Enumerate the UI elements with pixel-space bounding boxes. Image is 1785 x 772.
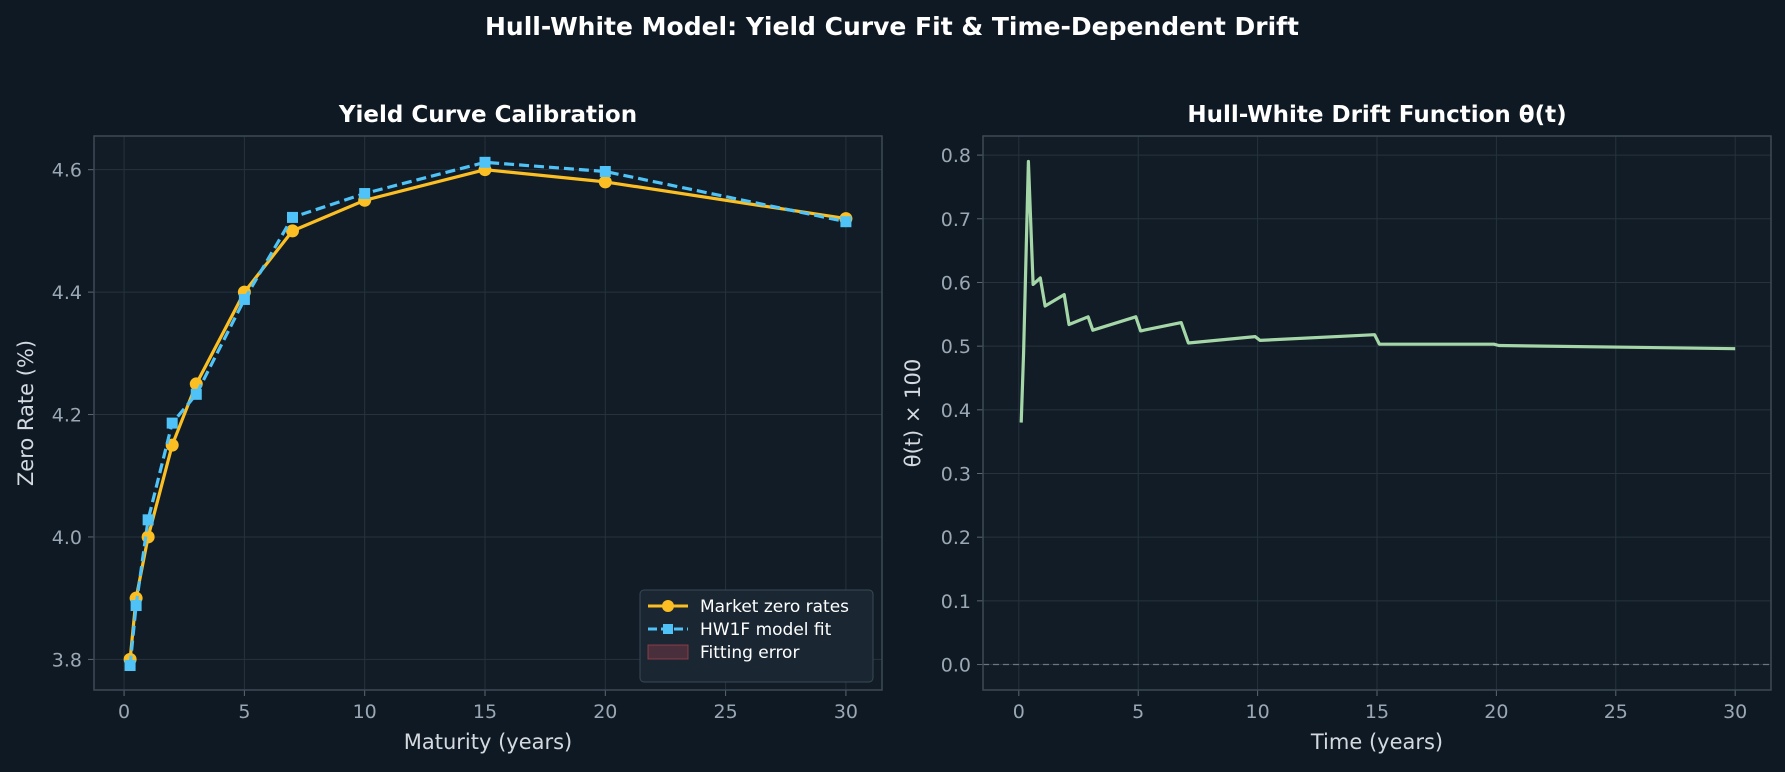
y-tick-label: 0.7 bbox=[941, 209, 971, 231]
x-tick-label: 20 bbox=[1484, 701, 1508, 723]
plot-frame bbox=[93, 135, 883, 691]
data-point-marker bbox=[598, 175, 612, 189]
panel-title: Yield Curve Calibration bbox=[338, 102, 637, 128]
y-tick-label: 0.1 bbox=[941, 591, 971, 613]
data-point-marker bbox=[142, 514, 154, 526]
x-axis-label: Maturity (years) bbox=[404, 730, 573, 754]
data-point-marker bbox=[238, 293, 250, 305]
y-tick-label: 4.6 bbox=[52, 160, 82, 182]
x-tick-label: 10 bbox=[1246, 701, 1270, 723]
drift-function-panel: 0 5 10 15 20 25 30 0.0 0.1 0.2 0.3 0.4 0.5 0.6 0.7 0.8 H… bbox=[901, 102, 1772, 754]
data-point-marker bbox=[286, 224, 300, 238]
x-axis-label: Time (years) bbox=[1310, 730, 1443, 754]
series-line-1 bbox=[1019, 159, 1736, 423]
y-tick-label: 4.2 bbox=[52, 405, 82, 427]
y-tick-label: 0.2 bbox=[941, 527, 971, 549]
legend-box bbox=[639, 589, 874, 683]
data-point-marker bbox=[166, 417, 178, 429]
x-tick-label: 15 bbox=[1365, 701, 1389, 723]
legend-label: Fitting error bbox=[700, 643, 799, 663]
y-tick-label: 0.8 bbox=[941, 145, 971, 167]
data-point-marker bbox=[190, 388, 202, 400]
y-tick-label: 0.4 bbox=[941, 400, 971, 422]
data-point-marker bbox=[840, 216, 852, 228]
y-tick-label: 0.3 bbox=[941, 463, 971, 485]
legend-swatch-patch bbox=[647, 644, 689, 660]
y-axis-label: Zero Rate (%) bbox=[14, 340, 38, 486]
y-tick-label: 4.0 bbox=[52, 527, 82, 549]
data-point-marker bbox=[124, 660, 136, 672]
figure-title: Hull-White Model: Yield Curve Fit & Time… bbox=[485, 12, 1299, 41]
legend: Market zero rates HW1F model fit Fitting e… bbox=[639, 589, 874, 683]
y-tick-label: 0.5 bbox=[941, 336, 971, 358]
x-tick-label: 5 bbox=[1132, 701, 1144, 723]
panel-title: Hull-White Drift Function θ(t) bbox=[1187, 102, 1566, 128]
yield-curve-panel: 0 5 10 15 20 25 30 3.8 4.0 4.2 4.4 4.6 Yield Curve C… bbox=[14, 102, 883, 754]
legend-label: Market zero rates bbox=[700, 597, 849, 617]
x-tick-label: 0 bbox=[1013, 701, 1025, 723]
legend-swatch-marker bbox=[663, 624, 673, 634]
data-point-marker bbox=[287, 211, 299, 223]
x-tick-label: 25 bbox=[714, 701, 738, 723]
legend-swatch-marker bbox=[662, 600, 674, 612]
data-point-marker bbox=[479, 156, 491, 168]
data-point-marker bbox=[599, 166, 611, 178]
legend-label: HW1F model fit bbox=[700, 620, 832, 640]
y-tick-label: 3.8 bbox=[52, 649, 82, 671]
x-tick-label: 0 bbox=[118, 701, 130, 723]
x-tick-label: 15 bbox=[473, 701, 497, 723]
x-tick-label: 30 bbox=[834, 701, 858, 723]
y-tick-label: 0.6 bbox=[941, 272, 971, 294]
data-point-marker bbox=[359, 188, 371, 200]
x-tick-label: 30 bbox=[1723, 701, 1747, 723]
x-tick-label: 5 bbox=[238, 701, 250, 723]
y-tick-label: 0.0 bbox=[941, 655, 971, 677]
data-point-marker bbox=[130, 600, 142, 612]
x-tick-label: 10 bbox=[353, 701, 377, 723]
y-axis-label: θ(t) × 100 bbox=[901, 359, 925, 468]
plot-frame bbox=[982, 135, 1772, 691]
x-tick-label: 25 bbox=[1604, 701, 1628, 723]
y-tick-label: 4.4 bbox=[52, 282, 82, 304]
x-tick-label: 20 bbox=[593, 701, 617, 723]
